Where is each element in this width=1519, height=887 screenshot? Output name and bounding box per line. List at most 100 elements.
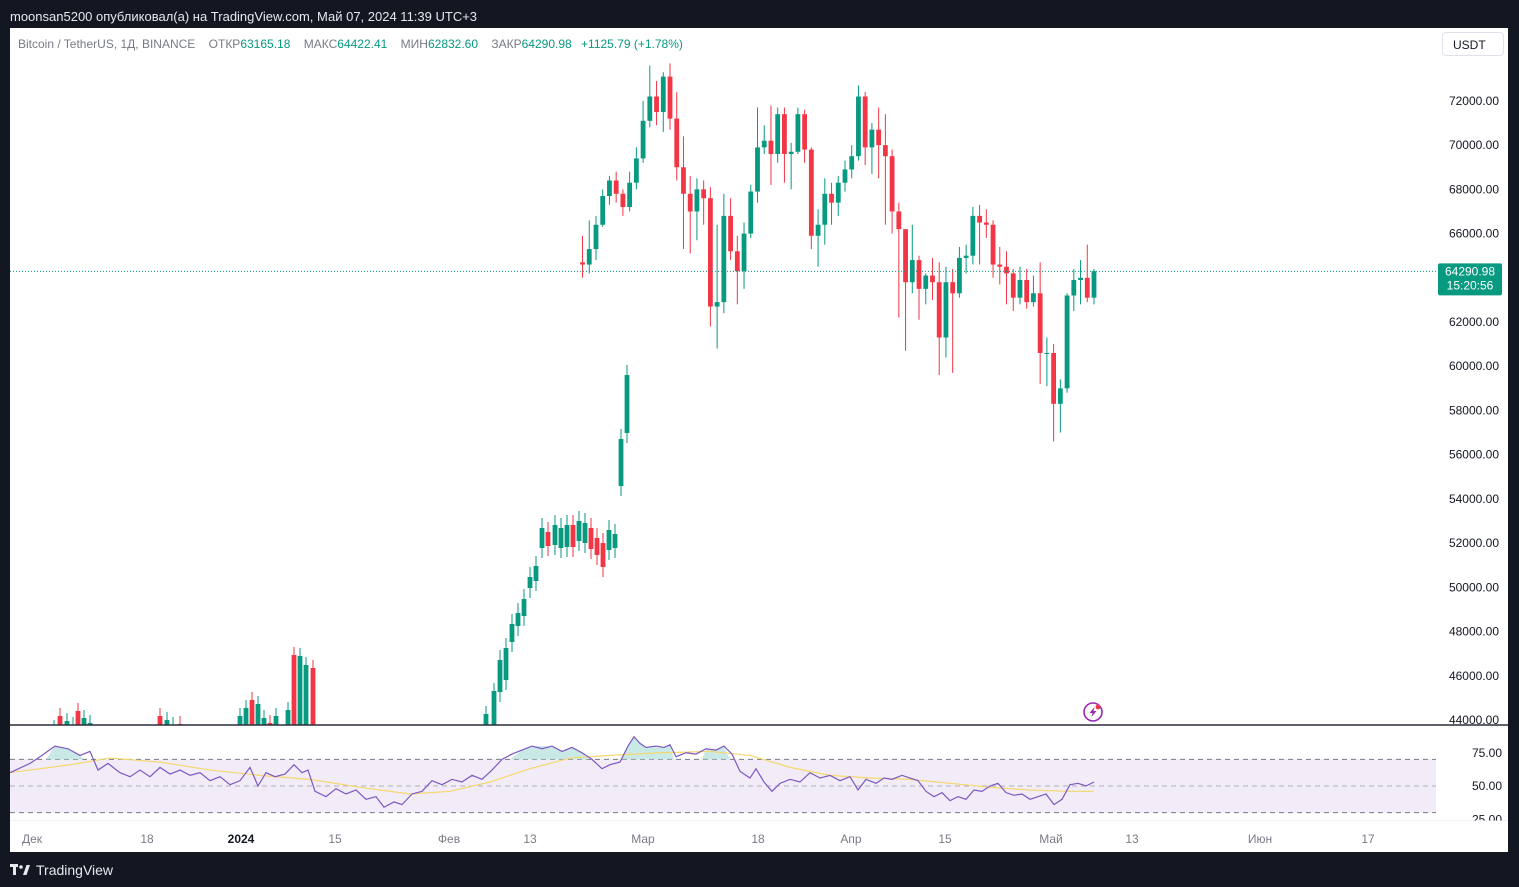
candle	[950, 268, 956, 373]
candle	[829, 182, 834, 225]
high-label: МАКС	[303, 37, 338, 51]
price-tick: 72000.00	[1449, 94, 1499, 108]
candle	[930, 257, 935, 300]
candle	[249, 692, 255, 725]
candle	[997, 246, 1003, 285]
candle	[990, 220, 996, 278]
symbol-legend: Bitcoin / TetherUS, 1Д, BINANCE ОТКР6316…	[18, 37, 683, 51]
candle	[255, 696, 261, 725]
candlestick-series	[53, 63, 1097, 725]
footer-bar: TradingView	[0, 852, 1519, 887]
change-value: +1125.79 (+1.78%)	[581, 37, 683, 51]
candle	[64, 713, 70, 725]
candle	[570, 515, 576, 557]
publish-caption: moonsan5200 опубликовал(а) на TradingVie…	[10, 9, 478, 24]
time-label: 13	[523, 832, 537, 846]
candle	[1004, 251, 1009, 305]
lightning-event-icon[interactable]	[1083, 702, 1103, 722]
time-label: 15	[938, 832, 952, 846]
tradingview-brand[interactable]: TradingView	[10, 862, 113, 878]
price-tick: 48000.00	[1449, 625, 1499, 639]
candle	[694, 178, 700, 241]
price-tick: 60000.00	[1449, 359, 1499, 373]
candle	[876, 107, 882, 179]
candle	[594, 528, 600, 565]
close-label: ЗАКР	[491, 37, 522, 51]
candle	[527, 567, 533, 598]
candle	[1078, 260, 1083, 305]
time-label: 13	[1125, 832, 1139, 846]
candle	[849, 145, 855, 179]
rsi-tick-75: 75.00	[1472, 746, 1502, 760]
candle	[613, 171, 619, 203]
open-value: 63165.18	[240, 37, 291, 51]
candle	[558, 518, 564, 558]
candle	[862, 92, 868, 166]
price-tick: 50000.00	[1449, 580, 1499, 594]
rsi-pane[interactable]: 75.00 50.00 25.00	[10, 735, 1502, 827]
candle	[600, 533, 606, 577]
candle	[285, 702, 291, 725]
candle	[896, 202, 902, 318]
candle	[983, 209, 989, 239]
candle	[1091, 268, 1097, 305]
candle	[310, 660, 316, 725]
time-label: 18	[751, 832, 765, 846]
candle	[936, 262, 942, 376]
symbol-title[interactable]: Bitcoin / TetherUS, 1Д, BINANCE	[18, 37, 196, 51]
candle	[564, 515, 570, 557]
candle	[916, 255, 922, 320]
candle	[539, 518, 545, 558]
candle	[267, 715, 273, 725]
candle	[734, 235, 740, 305]
candle	[586, 220, 592, 274]
price-tick: 54000.00	[1449, 492, 1499, 506]
rsi-axis: 75.00 50.00 25.00	[1472, 746, 1502, 827]
currency-button[interactable]: USDT	[1442, 32, 1504, 56]
time-label: 18	[140, 832, 154, 846]
candle	[701, 180, 707, 225]
candle	[835, 176, 841, 216]
candle	[483, 706, 489, 725]
candle	[576, 511, 582, 551]
candle	[593, 215, 599, 261]
bar-countdown-label: 15:20:56	[1447, 278, 1494, 292]
price-tick: 56000.00	[1449, 448, 1499, 462]
price-tick: 44000.00	[1449, 713, 1499, 727]
publish-caption-bar: moonsan5200 опубликовал(а) на TradingVie…	[0, 0, 1519, 28]
rsi-ma-line	[10, 750, 1094, 795]
candle	[503, 638, 509, 690]
candle	[600, 189, 606, 227]
last-price-label-box	[1438, 263, 1502, 296]
candle	[1071, 268, 1077, 311]
candle	[497, 650, 503, 702]
price-tick: 52000.00	[1449, 536, 1499, 550]
candle	[782, 107, 787, 183]
candle	[515, 603, 521, 636]
price-axis[interactable]: 72000.00 70000.00 68000.00 66000.00 62000.00…	[1449, 94, 1499, 727]
candle	[654, 81, 659, 126]
time-label: 15	[328, 832, 342, 846]
rsi-overbought-fill	[622, 736, 674, 760]
time-axis[interactable]: Дек 18 2024 15 Фев 13 Мар 18 Апр 15 Май 13 Июн 17	[22, 832, 1375, 846]
candle	[157, 708, 163, 725]
chart-frame[interactable]: 72000.00 70000.00 68000.00 66000.00 62000.00…	[10, 28, 1508, 852]
candle	[728, 198, 733, 261]
candle	[963, 244, 969, 274]
candle	[1057, 379, 1063, 433]
candle	[903, 229, 908, 351]
candle	[607, 176, 612, 205]
candle	[618, 429, 624, 496]
candle	[491, 683, 497, 725]
candle	[755, 107, 760, 203]
candle	[640, 100, 646, 163]
tradingview-logo-icon	[10, 864, 30, 875]
time-label: Май	[1039, 832, 1063, 846]
candle	[869, 123, 875, 174]
candle	[977, 204, 982, 265]
candle	[164, 712, 170, 725]
candle	[1031, 275, 1036, 307]
chart-canvas[interactable]: 72000.00 70000.00 68000.00 66000.00 62000.00…	[10, 28, 1508, 852]
candle	[667, 63, 673, 130]
candle	[588, 518, 594, 559]
